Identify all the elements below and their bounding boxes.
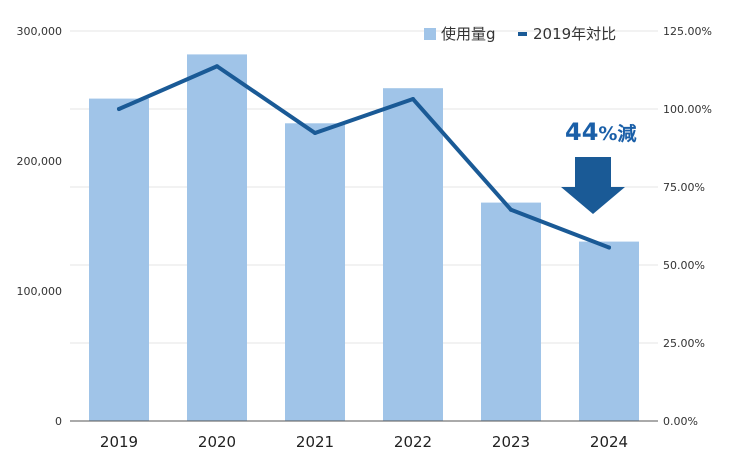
- callout-unit: %減: [598, 122, 636, 145]
- left-axis-tick-label: 200,000: [17, 155, 63, 168]
- bar: [579, 241, 639, 421]
- line-point: [411, 97, 415, 102]
- line-point: [215, 64, 219, 69]
- right-axis-tick-label: 100.00%: [663, 103, 712, 116]
- line-point: [117, 107, 121, 111]
- left-axis-tick-label: 300,000: [17, 25, 63, 38]
- x-axis-tick-label: 2023: [492, 433, 530, 451]
- right-axis-tick-label: 125.00%: [663, 25, 712, 38]
- x-axis-tick-label: 2019: [100, 433, 138, 451]
- legend-label-usage: 使用量g: [441, 25, 496, 43]
- x-axis-tick-label: 2022: [394, 433, 432, 451]
- reduction-callout: 44%減: [561, 118, 636, 214]
- x-axis-tick-label: 2021: [296, 433, 334, 451]
- bar: [383, 88, 443, 421]
- bar: [285, 123, 345, 422]
- callout-number: 44: [565, 118, 598, 146]
- line-path: [117, 64, 611, 250]
- gridlines: [70, 30, 658, 344]
- right-axis-tick-label: 75.00%: [663, 181, 705, 194]
- legend: 使用量g 2019年対比: [424, 25, 616, 43]
- bar-series-usage: [89, 54, 639, 422]
- line-point: [313, 131, 317, 136]
- right-axis-tick-label: 0.00%: [663, 415, 698, 428]
- line-point: [607, 245, 611, 250]
- axes: 0.00% 25.00% 50.00% 75.00% 100.00% 125.00% 0 10…: [17, 25, 712, 451]
- x-axis-tick-label: 2020: [198, 433, 236, 451]
- legend-swatch-usage: [424, 28, 436, 40]
- legend-swatch-ratio: [518, 32, 527, 36]
- bar: [89, 98, 149, 421]
- line-point: [509, 207, 513, 212]
- callout-label: 44%減: [565, 118, 636, 146]
- x-axis-tick-label: 2024: [590, 433, 628, 451]
- bar: [481, 202, 541, 421]
- legend-label-ratio: 2019年対比: [533, 25, 616, 43]
- right-axis-tick-label: 25.00%: [663, 337, 705, 350]
- down-arrow-icon: [561, 157, 625, 214]
- left-axis-tick-label: 100,000: [17, 285, 63, 298]
- line-series-ratio: [117, 64, 611, 250]
- right-axis-tick-label: 50.00%: [663, 259, 705, 272]
- bar: [187, 54, 247, 422]
- left-axis-tick-label: 0: [55, 415, 62, 428]
